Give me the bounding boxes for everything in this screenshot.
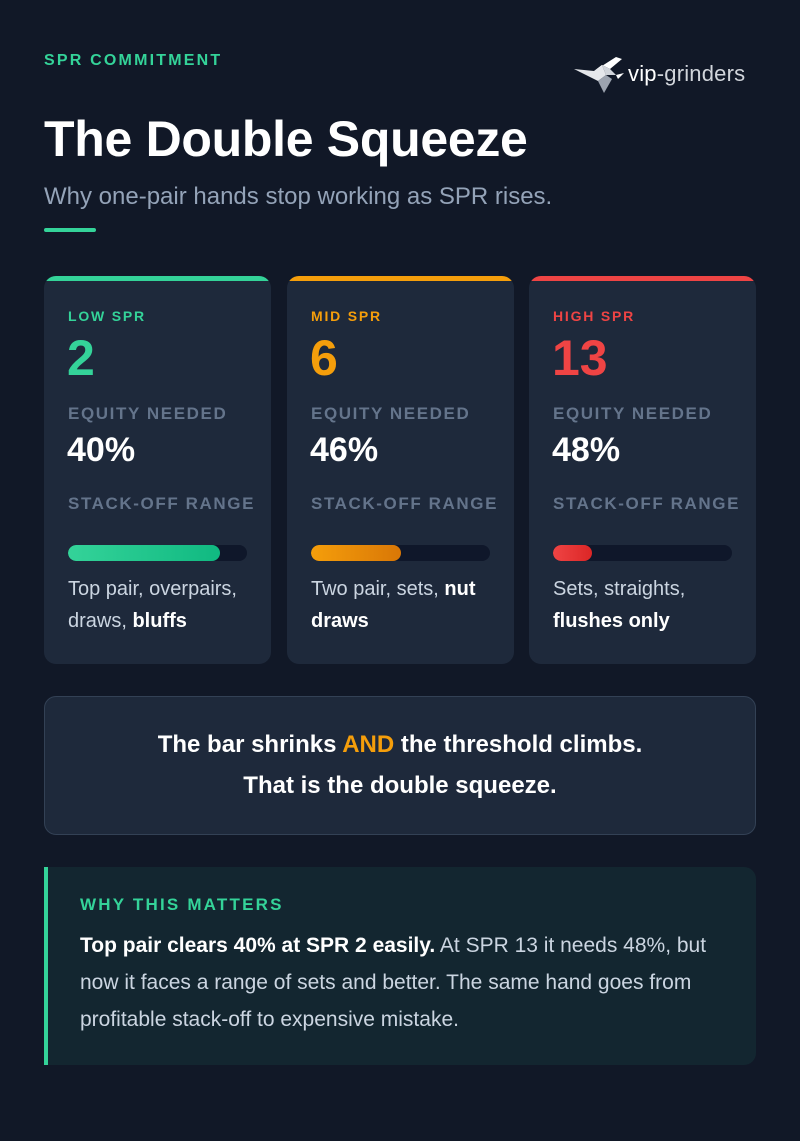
spr-label: HIGH SPR [553,308,636,324]
equity-value: 40% [67,431,136,469]
why-label: WHY THIS MATTERS [80,895,284,914]
stackoff-bar-track [68,545,247,561]
callout-line-1: The bar shrinks AND the threshold climbs… [157,731,643,758]
stackoff-bar-fill [311,545,401,561]
equity-value: 46% [310,431,379,469]
stackoff-bar-fill [68,545,221,561]
equity-label: EQUITY NEEDED [68,404,228,423]
spr-card-mid: MID SPR 6 EQUITY NEEDED 46% STACK-OFF RA… [287,276,514,664]
range-description: Sets, straights, flushes only [553,578,686,632]
stackoff-label: STACK-OFF RANGE [68,494,256,513]
spr-card-high: HIGH SPR 13 EQUITY NEEDED 48% STACK-OFF … [529,276,756,664]
spr-cards: LOW SPR 2 EQUITY NEEDED 40% STACK-OFF RA… [44,276,756,664]
title-accent-line [44,228,96,232]
stackoff-bar-track [311,545,490,561]
spr-value: 2 [67,330,95,386]
range-description: Top pair, overpairs, draws, bluffs [68,578,237,632]
equity-label: EQUITY NEEDED [553,404,713,423]
spr-label: LOW SPR [68,308,146,324]
stackoff-bar-fill [553,545,593,561]
equity-label: EQUITY NEEDED [311,404,471,423]
spr-value: 13 [552,330,608,386]
brand-name: vip-grinders [628,61,746,86]
eyebrow: SPR COMMITMENT [44,52,223,69]
why-text: Top pair clears 40% at SPR 2 easily. At … [80,934,707,1031]
callout-highlight: AND [342,731,395,758]
equity-value: 48% [552,431,621,469]
card-accent-bar [287,276,514,281]
card-accent-bar [529,276,756,281]
why-this-matters-panel: WHY THIS MATTERS Top pair clears 40% at … [44,867,756,1065]
stackoff-label: STACK-OFF RANGE [553,494,741,513]
stackoff-bar-track [553,545,732,561]
brand-logo[interactable]: vip-grinders [572,52,762,96]
page-title: The Double Squeeze [44,111,528,167]
spr-card-low: LOW SPR 2 EQUITY NEEDED 40% STACK-OFF RA… [44,276,271,664]
summary-callout: The bar shrinks AND the threshold climbs… [44,696,756,835]
stackoff-label: STACK-OFF RANGE [311,494,499,513]
card-accent-bar [44,276,271,281]
spr-value: 6 [310,330,338,386]
callout-line-2: That is the double squeeze. [243,772,557,799]
range-description: Two pair, sets, nut draws [311,578,476,632]
page-subtitle: Why one-pair hands stop working as SPR r… [44,183,553,210]
spr-label: MID SPR [311,308,382,324]
bird-logo-icon [574,57,624,93]
